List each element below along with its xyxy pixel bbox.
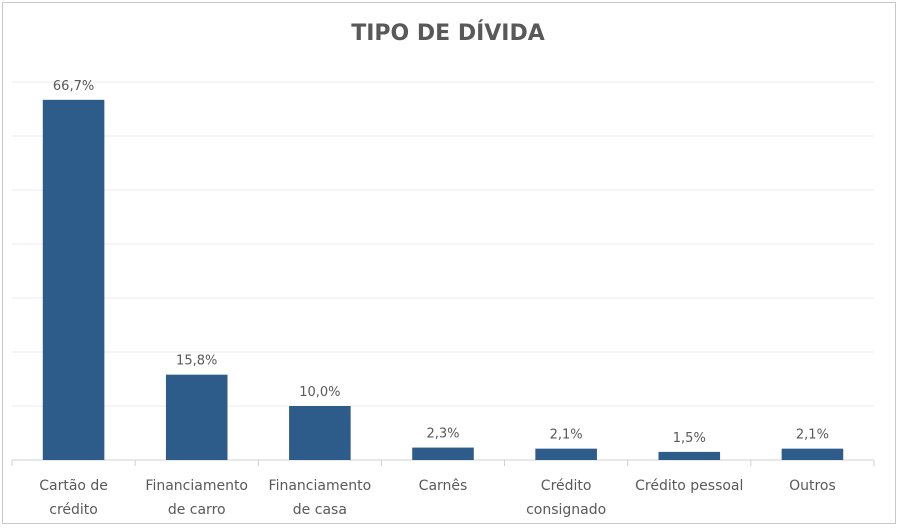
category-label: Financiamento de carro bbox=[145, 478, 248, 518]
category-label-line: Financiamento bbox=[269, 478, 372, 494]
bars bbox=[42, 99, 844, 460]
bar bbox=[535, 448, 597, 460]
data-label: 1,5% bbox=[673, 431, 706, 446]
category-label-line: Cartão de bbox=[39, 478, 108, 494]
data-labels: 66,7% 15,8% 10,0% 2,3% 2,1% 1,5% 2,1% bbox=[53, 79, 829, 446]
bar bbox=[781, 448, 844, 460]
category-label-line: Crédito pessoal bbox=[635, 478, 743, 494]
data-label: 15,8% bbox=[176, 354, 217, 369]
gridlines bbox=[11, 81, 875, 466]
data-label: 2,1% bbox=[796, 428, 829, 443]
bar bbox=[289, 406, 351, 460]
category-label-line: Carnês bbox=[419, 478, 468, 494]
category-label-line: Crédito bbox=[541, 478, 592, 494]
bar bbox=[165, 374, 228, 460]
data-label: 10,0% bbox=[299, 385, 340, 400]
category-label: Outros bbox=[789, 478, 836, 494]
data-label: 2,1% bbox=[550, 428, 583, 443]
category-label: Financiamento de casa bbox=[269, 478, 372, 518]
chart-title: TIPO DE DÍVIDA bbox=[351, 20, 545, 46]
category-label: Carnês bbox=[419, 478, 468, 494]
bar bbox=[412, 447, 474, 460]
category-label-line: de carro bbox=[168, 502, 226, 518]
data-label: 2,3% bbox=[426, 427, 459, 442]
category-label-line: Financiamento bbox=[145, 478, 248, 494]
category-label-line: crédito bbox=[49, 502, 98, 518]
category-label-line: consignado bbox=[526, 502, 606, 518]
category-label: Crédito pessoal bbox=[635, 478, 743, 494]
category-label: Cartão de crédito bbox=[39, 478, 108, 518]
bar bbox=[658, 451, 721, 460]
bar bbox=[42, 99, 105, 460]
category-label-line: de casa bbox=[293, 502, 347, 518]
category-label-line: Outros bbox=[789, 478, 836, 494]
data-label: 66,7% bbox=[53, 79, 94, 94]
category-label: Crédito consignado bbox=[526, 478, 606, 518]
